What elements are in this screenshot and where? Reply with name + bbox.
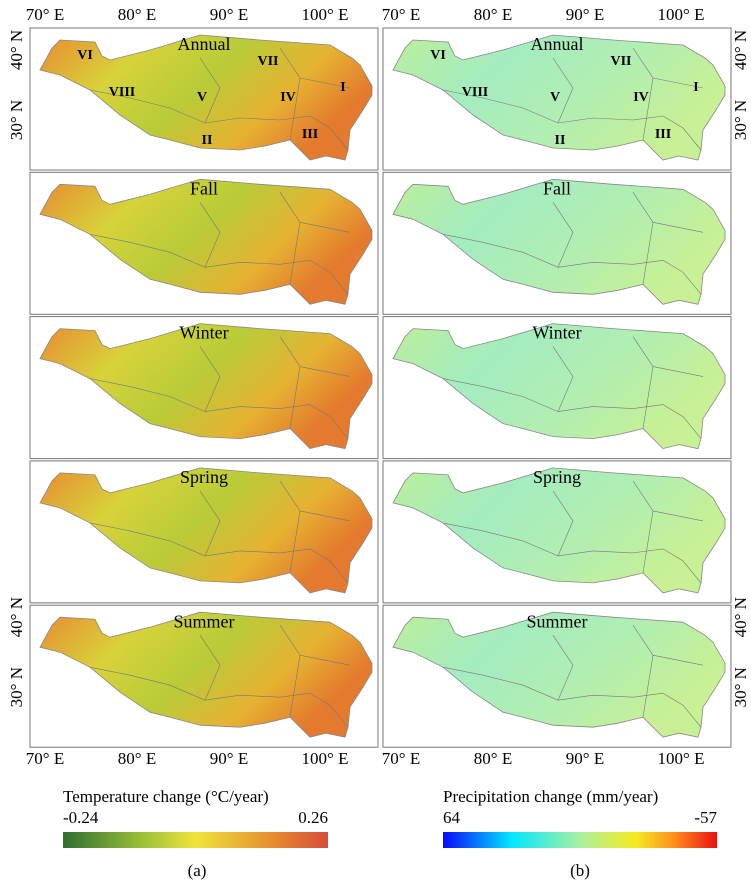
map-title: Fall — [190, 178, 218, 198]
longitude-label-bottom: 100° E — [302, 749, 349, 768]
longitude-label-bottom: 90° E — [210, 749, 248, 768]
plateau — [39, 323, 373, 450]
map-title: Summer — [174, 611, 235, 631]
basin-boundaries — [89, 47, 351, 151]
map-title: Spring — [533, 467, 581, 487]
colorbar — [63, 832, 328, 848]
map-panel: Fall — [382, 171, 732, 315]
latitude-label: 40° N — [7, 597, 26, 637]
plateau — [392, 34, 726, 161]
region-label: IV — [633, 90, 649, 105]
colorbar — [443, 832, 717, 848]
basin-boundaries — [89, 192, 351, 295]
map-panel: Spring — [382, 460, 732, 604]
longitude-label-top: 100° E — [302, 5, 349, 24]
region-label: VII — [610, 54, 631, 69]
longitude-label-bottom: 70° E — [26, 749, 64, 768]
region-label: I — [340, 80, 345, 95]
map-title: Winter — [532, 323, 581, 343]
latitude-label: 30° N — [7, 667, 26, 707]
region-label: II — [555, 133, 566, 148]
plateau — [39, 611, 373, 738]
region-label: V — [197, 90, 207, 105]
region-label: VIII — [462, 85, 488, 100]
basin-boundaries — [89, 480, 351, 584]
longitude-label-top: 90° E — [210, 5, 248, 24]
colorbar-max: 0.26 — [298, 808, 328, 827]
plateau — [39, 34, 373, 161]
latitude-label: 40° N — [731, 30, 750, 70]
longitude-label-bottom: 70° E — [382, 749, 420, 768]
longitude-label-bottom: 80° E — [118, 749, 156, 768]
plateau — [39, 467, 373, 594]
longitude-label-top: 70° E — [382, 5, 420, 24]
plateau — [392, 467, 726, 594]
map-title: Annual — [178, 34, 231, 54]
map-panel: Fall — [29, 171, 379, 315]
region-label: III — [302, 127, 318, 142]
longitude-label-top: 70° E — [26, 5, 64, 24]
region-label: VI — [430, 48, 446, 63]
region-label: VI — [77, 48, 93, 63]
map-panel: Winter — [29, 316, 379, 460]
map-title: Annual — [531, 34, 584, 54]
panel-label: (b) — [570, 861, 590, 880]
longitude-label-top: 90° E — [566, 5, 604, 24]
longitude-label-top: 80° E — [118, 5, 156, 24]
map-panel: Summer — [29, 604, 379, 748]
colorbar-max: -57 — [694, 808, 717, 827]
colorbar-min: 64 — [443, 808, 461, 827]
region-label: V — [550, 90, 560, 105]
panel-label: (a) — [188, 861, 207, 880]
colorbar-title: Precipitation change (mm/year) — [443, 787, 658, 806]
map-panel: Winter — [382, 316, 732, 460]
map-title: Spring — [180, 467, 228, 487]
map-title: Winter — [179, 323, 228, 343]
plateau — [39, 178, 373, 305]
latitude-label: 30° N — [7, 100, 26, 140]
basin-boundaries — [442, 625, 704, 728]
region-label: II — [202, 133, 213, 148]
region-label: VII — [257, 54, 278, 69]
plateau — [392, 178, 726, 305]
basin-boundaries — [442, 192, 704, 295]
map-title: Fall — [543, 178, 571, 198]
colorbar-min: -0.24 — [63, 808, 99, 827]
longitude-label-bottom: 100° E — [658, 749, 705, 768]
map-title: Summer — [527, 611, 588, 631]
longitude-label-top: 100° E — [658, 5, 705, 24]
latitude-label: 30° N — [731, 667, 750, 707]
longitude-label-top: 80° E — [474, 5, 512, 24]
region-label: IV — [280, 90, 296, 105]
latitude-label: 30° N — [731, 100, 750, 140]
longitude-label-bottom: 80° E — [474, 749, 512, 768]
colorbar-title: Temperature change (°C/year) — [63, 787, 269, 806]
basin-boundaries — [442, 47, 704, 151]
latitude-label: 40° N — [731, 597, 750, 637]
basin-boundaries — [442, 336, 704, 439]
plateau — [392, 611, 726, 738]
latitude-label: 40° N — [7, 30, 26, 70]
map-panel: Spring — [29, 460, 379, 604]
basin-boundaries — [89, 625, 351, 728]
basin-boundaries — [89, 336, 351, 439]
map-panel: Summer — [382, 604, 732, 748]
region-label: I — [693, 80, 698, 95]
region-label: III — [655, 127, 671, 142]
plateau — [392, 323, 726, 450]
longitude-label-bottom: 90° E — [566, 749, 604, 768]
basin-boundaries — [442, 480, 704, 584]
region-label: VIII — [109, 85, 135, 100]
